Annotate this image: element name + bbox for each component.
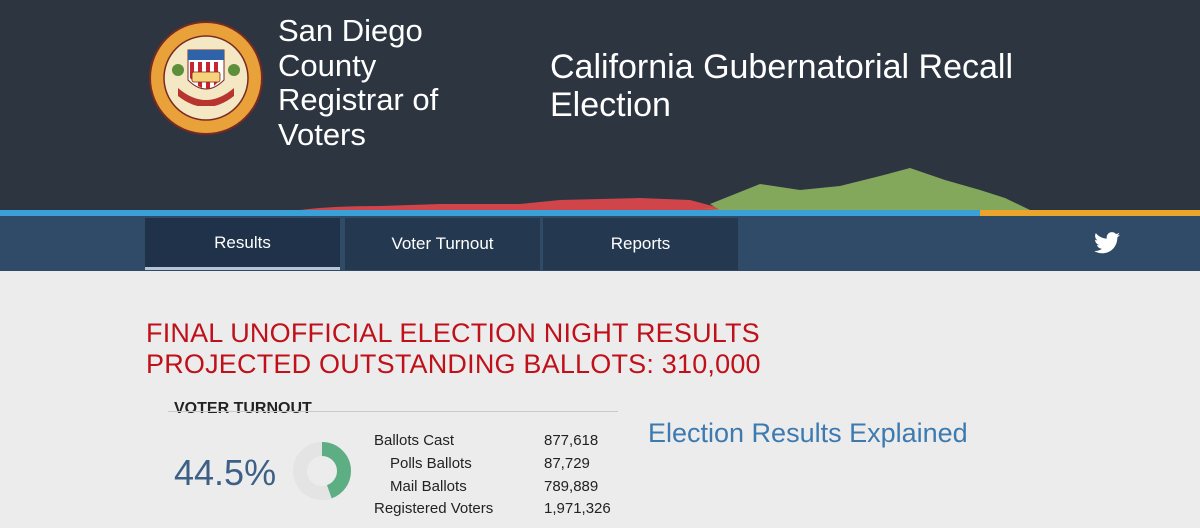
content-area (0, 271, 1200, 528)
turnout-percent: 44.5% (174, 452, 277, 493)
polls-ballots-value: 87,729 (544, 455, 590, 472)
mail-ballots-label: Mail Ballots (390, 478, 467, 495)
tab-results[interactable]: Results (145, 218, 340, 270)
voter-turnout-heading: VOTER TURNOUT (174, 400, 312, 417)
divider (168, 411, 618, 412)
tab-voter-turnout[interactable]: Voter Turnout (345, 218, 540, 270)
twitter-icon[interactable] (1094, 232, 1120, 254)
turnout-donut-chart (293, 442, 351, 500)
site-header: San Diego County Registrar of Voters Cal… (0, 0, 1200, 216)
tab-results-label: Results (214, 232, 271, 252)
mountain-banner-graphic (0, 168, 1200, 216)
ballots-cast-value: 877,618 (544, 432, 599, 449)
registered-voters-label: Registered Voters (374, 500, 494, 517)
registered-voters-value: 1,971,326 (544, 500, 611, 517)
polls-ballots-label: Polls Ballots (390, 455, 472, 472)
results-headline: FINAL UNOFFICIAL ELECTION NIGHT RESULTS … (146, 318, 846, 380)
org-name: San Diego County Registrar of Voters (278, 13, 439, 152)
turnout-donut-arc (293, 442, 351, 500)
election-results-explained-link[interactable]: Election Results Explained (648, 418, 968, 448)
headline-line-2: PROJECTED OUTSTANDING BALLOTS: 310,000 (146, 349, 761, 379)
election-title: California Gubernatorial Recall Election (550, 48, 1014, 124)
county-seal-logo[interactable] (148, 20, 264, 136)
mail-ballots-value: 789,889 (544, 478, 599, 495)
tab-reports-label: Reports (610, 234, 671, 253)
tab-voter-turnout-label: Voter Turnout (391, 234, 494, 253)
tab-reports[interactable]: Reports (543, 218, 738, 270)
ballots-cast-label: Ballots Cast (374, 432, 455, 449)
main-nav: Results Voter Turnout Reports (0, 216, 1200, 271)
headline-line-1: FINAL UNOFFICIAL ELECTION NIGHT RESULTS (146, 318, 760, 348)
